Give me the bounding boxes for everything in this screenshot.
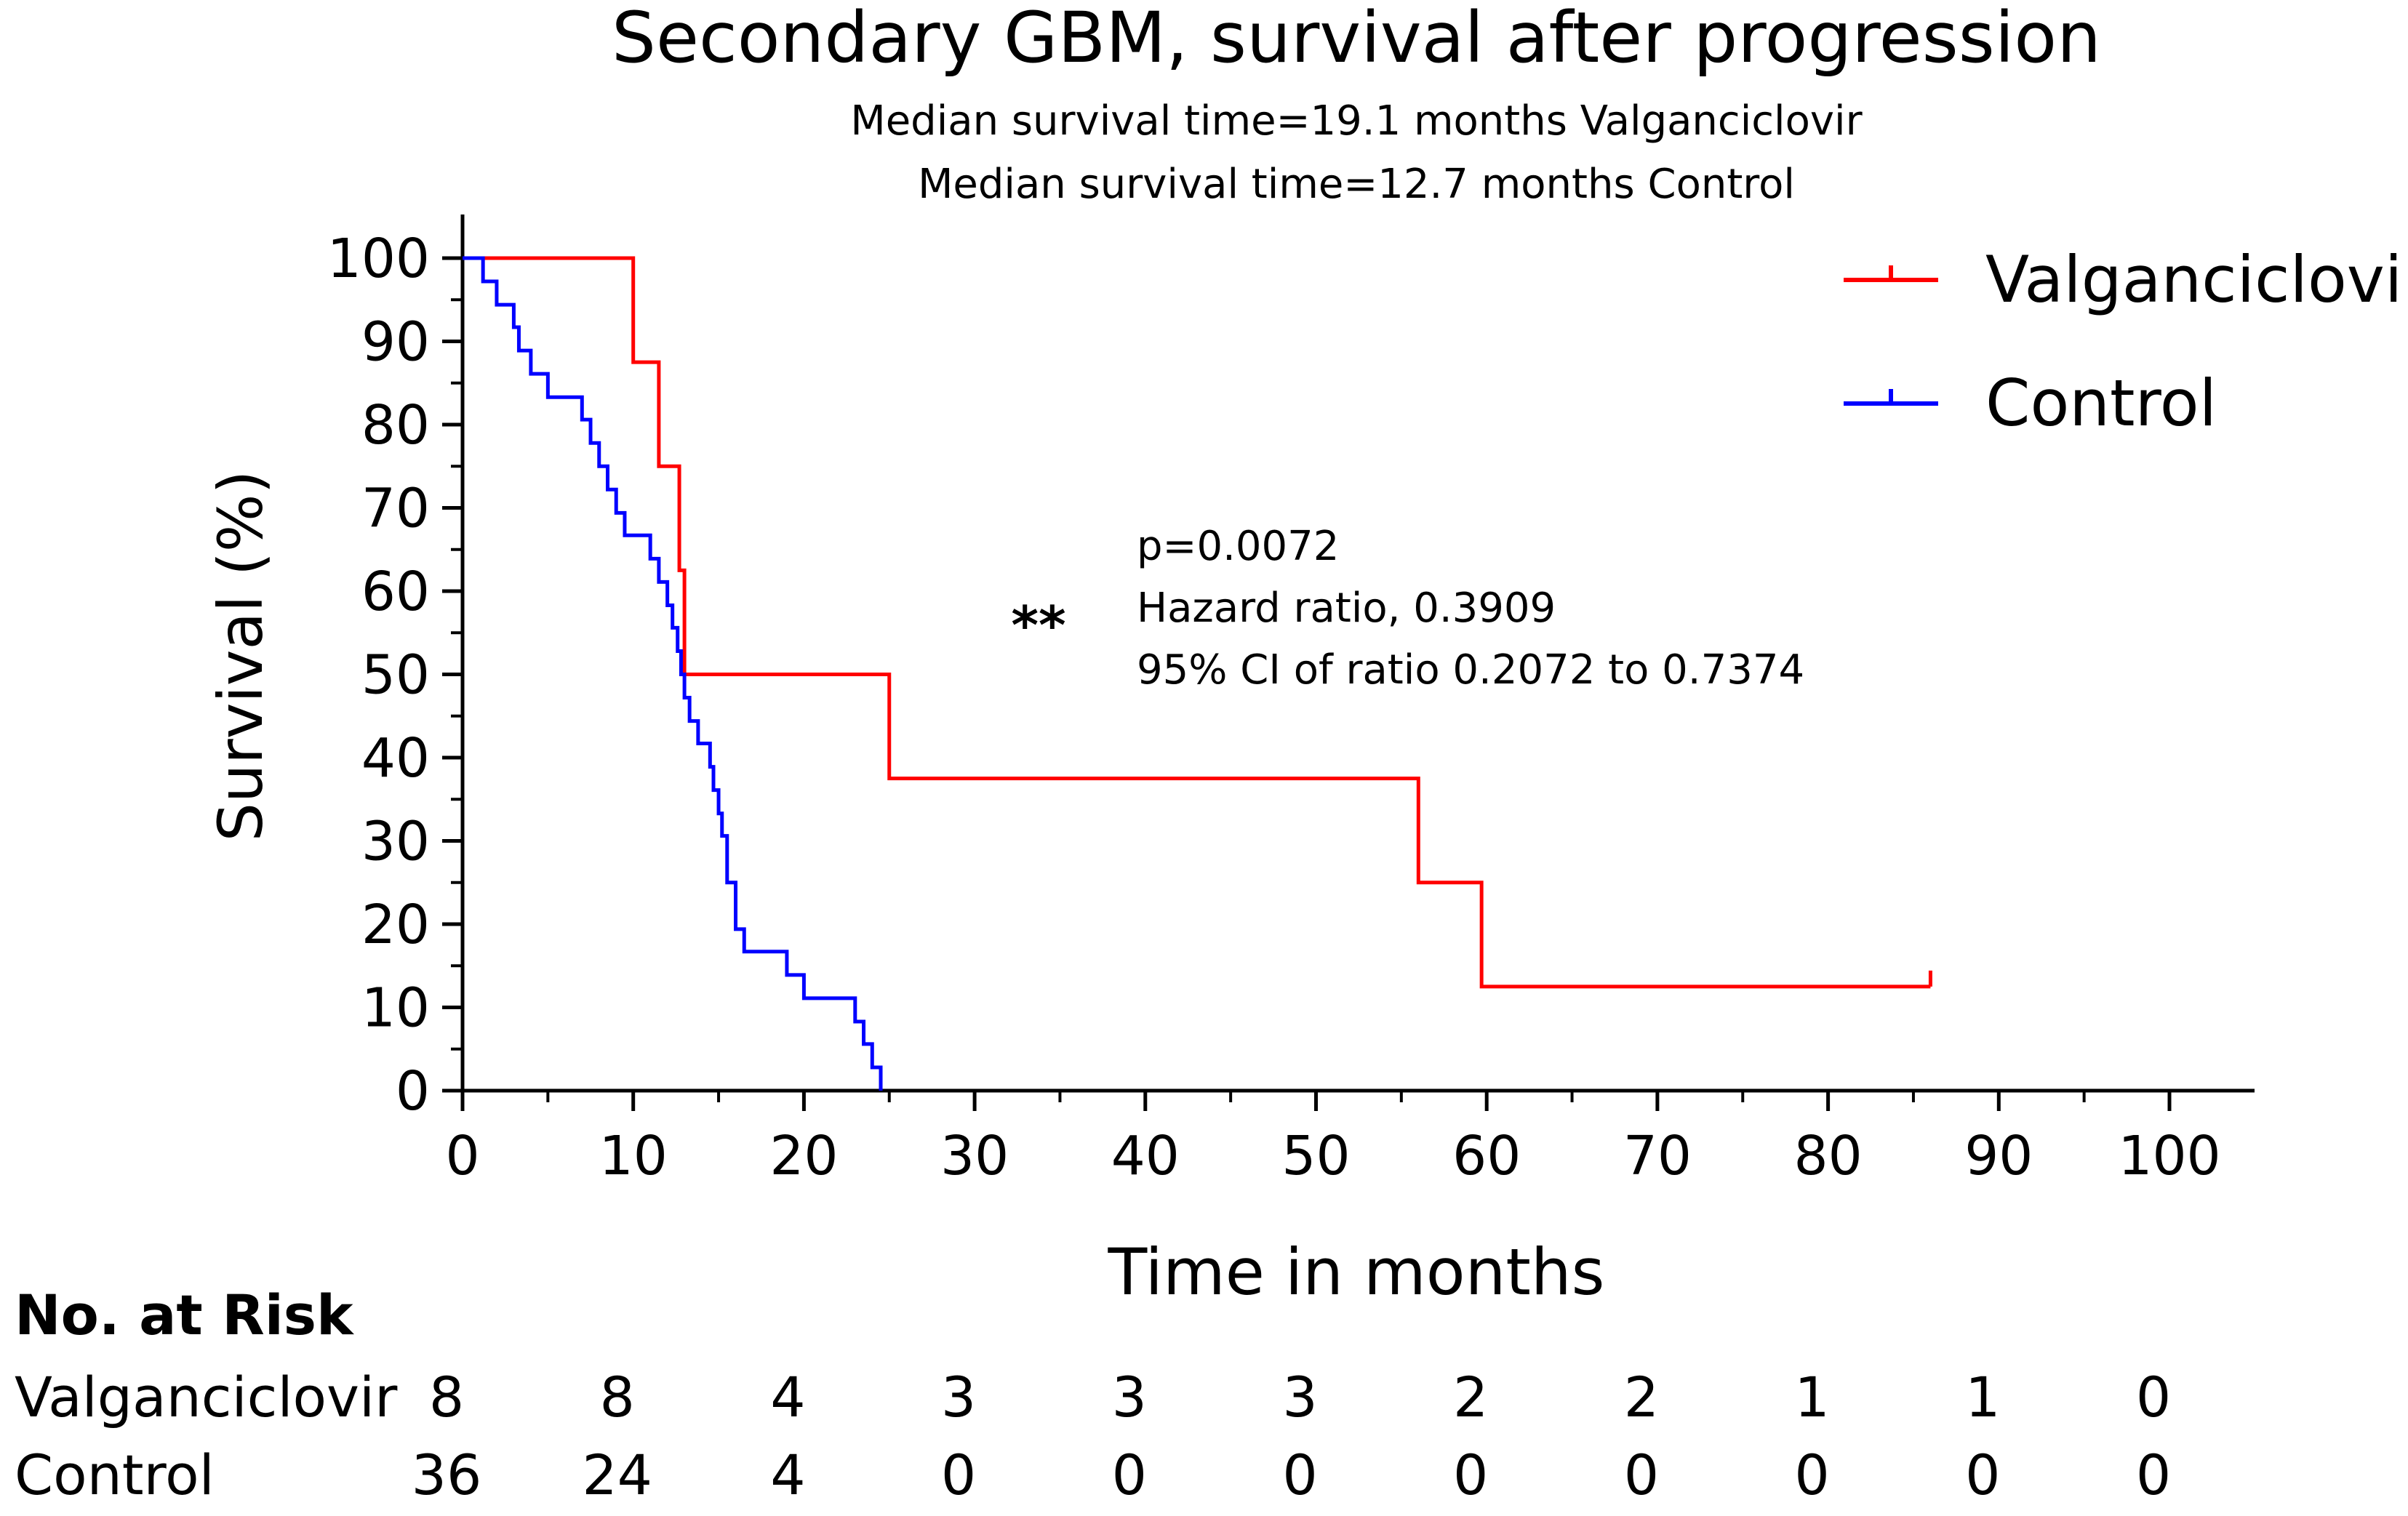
x-tick-label: 70	[1623, 1125, 1692, 1187]
risk-value-control: 36	[412, 1443, 482, 1507]
y-tick-label: 60	[361, 561, 430, 623]
risk-value-control: 4	[770, 1443, 805, 1507]
x-tick-label: 30	[940, 1125, 1009, 1187]
y-tick-label: 0	[396, 1060, 430, 1123]
y-tick-label: 40	[361, 727, 430, 790]
y-tick-label: 50	[361, 644, 430, 707]
risk-table: No. at Risk Valganciclovir Control 8 8 4 3 3…	[15, 1283, 2171, 1507]
risk-value-valganciclovir: 1	[1965, 1365, 2000, 1429]
series-line-valganciclovir	[463, 256, 1931, 989]
risk-value-valganciclovir: 0	[2136, 1365, 2171, 1429]
y-tick-label: 80	[361, 394, 430, 457]
x-tick-label: 90	[1964, 1125, 2033, 1187]
risk-value-valganciclovir: 3	[1112, 1365, 1147, 1429]
significance-marker: **	[1011, 595, 1065, 656]
legend-label-valganciclovir: Valganciclovir	[1985, 242, 2408, 317]
risk-value-control: 0	[2136, 1443, 2171, 1507]
x-tick-label: 10	[599, 1125, 668, 1187]
x-tick-label: 50	[1281, 1125, 1350, 1187]
y-tick-label: 10	[361, 977, 430, 1040]
series-layer	[463, 256, 1932, 1091]
stats-confidence-interval: 95% CI of ratio 0.2072 to 0.7374	[1137, 646, 1804, 694]
y-tick-label: 30	[361, 811, 430, 873]
axes: 0 10 20 30 40 50 60 70 80 90 100 0 10 20 30 40 50 60 70 80 9…	[327, 214, 2255, 1187]
stats-hazard-ratio: Hazard ratio, 0.3909	[1137, 585, 1556, 632]
risk-value-control: 0	[1112, 1443, 1147, 1507]
x-axis-label: Time in months	[1108, 1235, 1605, 1310]
risk-value-control: 0	[1965, 1443, 2000, 1507]
series-line-control	[463, 256, 883, 1091]
chart-subtitle-1: Median survival time=19.1 months Valganc…	[850, 97, 1863, 145]
legend-item-control: Control	[1844, 366, 2217, 441]
risk-value-control: 0	[1282, 1443, 1317, 1507]
legend-item-valganciclovir: Valganciclovir	[1844, 242, 2408, 317]
risk-value-valganciclovir: 3	[941, 1365, 976, 1429]
x-tick-label: 0	[445, 1125, 479, 1187]
y-tick-label: 100	[327, 228, 430, 290]
x-tick-label: 100	[2118, 1125, 2220, 1187]
x-tick-label: 60	[1452, 1125, 1521, 1187]
risk-value-valganciclovir: 4	[770, 1365, 805, 1429]
x-tick-label: 40	[1111, 1125, 1180, 1187]
stats-p-value: p=0.0072	[1137, 523, 1339, 570]
risk-table-header: No. at Risk	[15, 1283, 354, 1347]
risk-value-control: 24	[582, 1443, 652, 1507]
y-axis-label: Survival (%)	[205, 470, 276, 842]
legend-label-control: Control	[1985, 366, 2217, 441]
risk-value-valganciclovir: 3	[1282, 1365, 1317, 1429]
risk-value-valganciclovir: 1	[1794, 1365, 1829, 1429]
y-tick-label: 70	[361, 478, 430, 540]
risk-value-valganciclovir: 8	[429, 1365, 464, 1429]
risk-value-control: 0	[1794, 1443, 1829, 1507]
x-tick-label: 80	[1794, 1125, 1863, 1187]
y-tick-label: 90	[361, 311, 430, 374]
risk-value-control: 0	[1453, 1443, 1488, 1507]
x-tick-label: 20	[769, 1125, 838, 1187]
risk-row-label-valganciclovir: Valganciclovir	[15, 1365, 398, 1429]
risk-value-control: 0	[941, 1443, 976, 1507]
risk-row-label-control: Control	[15, 1443, 215, 1507]
legend: Valganciclovir Control	[1844, 242, 2408, 441]
risk-value-control: 0	[1624, 1443, 1659, 1507]
risk-value-valganciclovir: 2	[1453, 1365, 1488, 1429]
risk-value-valganciclovir: 2	[1624, 1365, 1659, 1429]
risk-value-valganciclovir: 8	[600, 1365, 635, 1429]
chart-title: Secondary GBM, survival after progressio…	[612, 0, 2101, 79]
chart-subtitle-2: Median survival time=12.7 months Control	[918, 161, 1795, 208]
y-tick-label: 20	[361, 894, 430, 956]
